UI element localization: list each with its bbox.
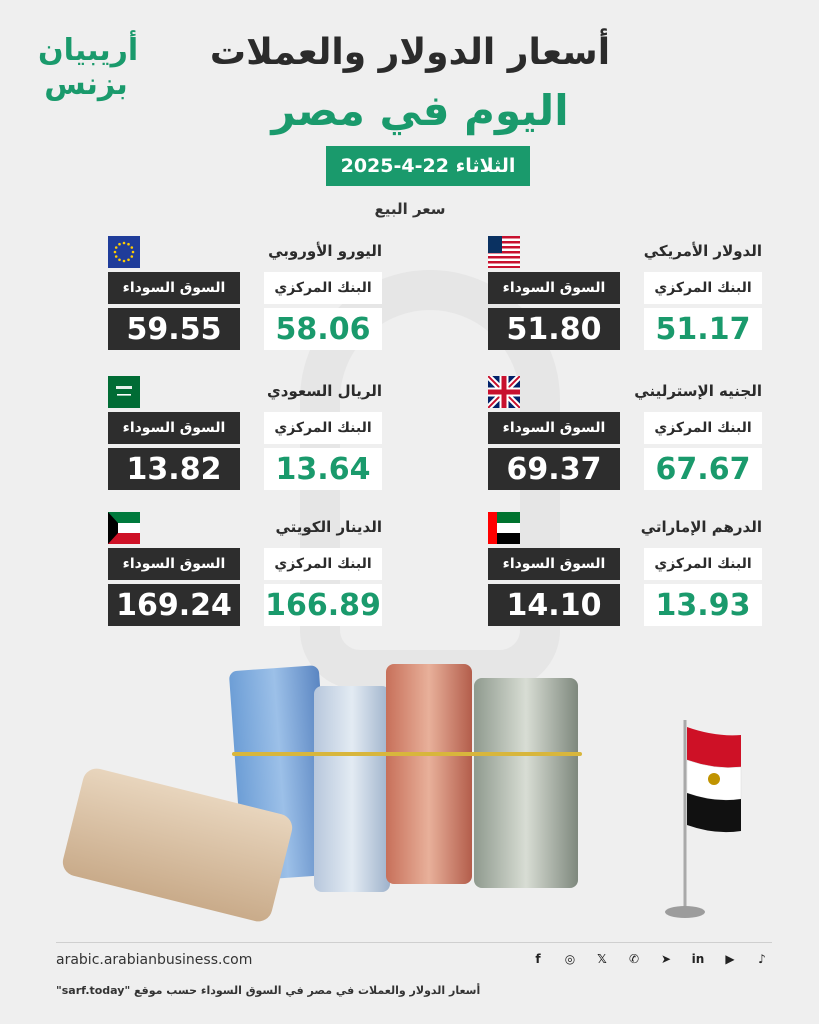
currency-card-sar: الريال السعودي البنك المركزي السوق السود… [108, 376, 382, 506]
facebook-icon[interactable]: f [535, 952, 541, 966]
currency-card-usd: الدولار الأمريكي البنك المركزي السوق الس… [488, 236, 762, 366]
currency-name: الريال السعودي [267, 382, 382, 400]
telegram-icon[interactable]: ➤ [660, 952, 672, 966]
instagram-icon[interactable]: ◎ [564, 952, 576, 966]
central-bank-label: البنك المركزي [644, 272, 762, 304]
central-bank-label: البنك المركزي [264, 412, 382, 444]
central-bank-value: 51.17 [644, 308, 762, 350]
linkedin-icon[interactable]: in [691, 952, 705, 966]
black-market-label: السوق السوداء [108, 272, 240, 304]
central-bank-label: البنك المركزي [644, 548, 762, 580]
usd-banknote-roll [474, 678, 578, 888]
sell-price-label: سعر البيع [374, 200, 446, 218]
ae-flag-icon [488, 512, 520, 544]
central-bank-value: 58.06 [264, 308, 382, 350]
central-bank-value: 67.67 [644, 448, 762, 490]
sar-banknote-roll [386, 664, 472, 884]
currency-name: الدينار الكويتي [275, 518, 382, 536]
page-subtitle: اليوم في مصر [271, 86, 569, 135]
rubber-band [232, 752, 582, 756]
currency-rolls-image [59, 660, 600, 925]
sa-flag-icon [108, 376, 140, 408]
brand-logo[interactable]: أريبيان بزنس [38, 33, 139, 102]
egypt-flag-icon [665, 720, 742, 918]
black-market-value: 69.37 [488, 448, 620, 490]
black-market-label: السوق السوداء [108, 412, 240, 444]
website-link[interactable]: arabic.arabianbusiness.com [56, 952, 253, 968]
black-market-label: السوق السوداء [488, 412, 620, 444]
central-bank-label: البنك المركزي [264, 272, 382, 304]
us-flag-icon [488, 236, 520, 268]
black-market-label: السوق السوداء [488, 548, 620, 580]
black-market-label: السوق السوداء [108, 548, 240, 580]
central-bank-value: 13.93 [644, 584, 762, 626]
logo-line2: بزنس [44, 67, 128, 102]
central-bank-label: البنك المركزي [264, 548, 382, 580]
currency-name: اليورو الأوروبي [268, 242, 382, 260]
currency-name: الجنيه الإسترليني [634, 382, 762, 400]
page-title: أسعار الدولار والعملات [209, 32, 611, 73]
black-market-value: 13.82 [108, 448, 240, 490]
logo-line1: أريبيان [38, 33, 139, 68]
central-bank-value: 13.64 [264, 448, 382, 490]
currency-card-aed: الدرهم الإماراتي البنك المركزي السوق الس… [488, 512, 762, 642]
currency-name: الدولار الأمريكي [643, 242, 762, 260]
tiktok-icon[interactable]: ♪ [758, 952, 766, 966]
currency-name: الدرهم الإماراتي [640, 518, 762, 536]
central-bank-label: البنك المركزي [644, 412, 762, 444]
date-badge: الثلاثاء 22-4-2025 [326, 146, 530, 186]
black-market-label: السوق السوداء [488, 272, 620, 304]
currency-card-gbp: الجنيه الإسترليني البنك المركزي السوق ال… [488, 376, 762, 506]
social-links: f ◎ 𝕏 ✆ ➤ in ▶ ♪ [529, 950, 771, 968]
x-icon[interactable]: 𝕏 [597, 952, 607, 966]
black-market-value: 14.10 [488, 584, 620, 626]
eu-flag-icon [108, 236, 140, 268]
black-market-value: 51.80 [488, 308, 620, 350]
youtube-icon[interactable]: ▶ [725, 952, 735, 966]
currency-card-eur: اليورو الأوروبي البنك المركزي السوق السو… [108, 236, 382, 366]
central-bank-value: 166.89 [264, 584, 382, 626]
aed-banknote-roll [314, 686, 390, 892]
uk-flag-icon [488, 376, 520, 408]
footer-divider [56, 942, 772, 943]
black-market-value: 169.24 [108, 584, 240, 626]
currency-card-kwd: الدينار الكويتي البنك المركزي السوق السو… [108, 512, 382, 642]
black-market-value: 59.55 [108, 308, 240, 350]
whatsapp-icon[interactable]: ✆ [628, 952, 640, 966]
source-note: أسعار الدولار والعملات في مصر في السوق ا… [56, 984, 481, 997]
kw-flag-icon [108, 512, 140, 544]
